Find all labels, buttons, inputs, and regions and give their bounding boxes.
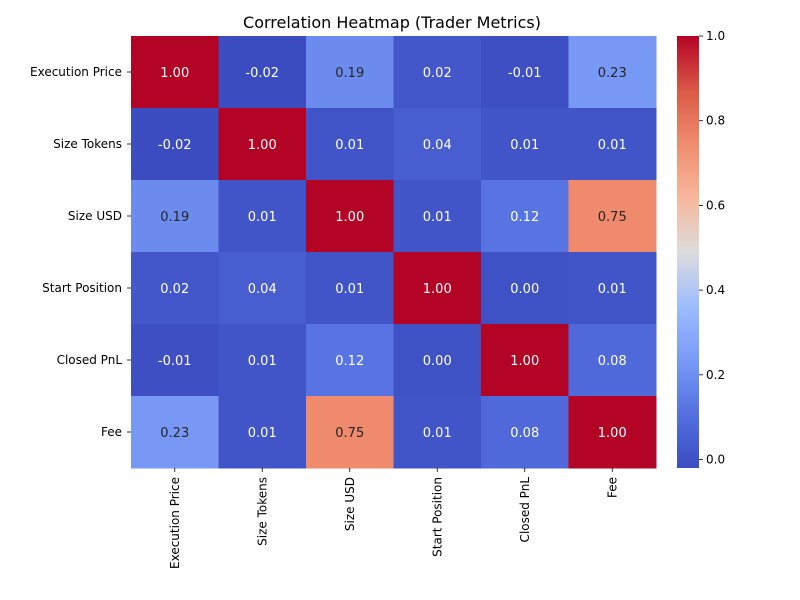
cell-value-label: 0.01 (335, 138, 364, 153)
cell-value-label: 0.12 (510, 210, 539, 225)
cell-value-label: 0.19 (160, 210, 189, 225)
cell-value-label: 0.02 (160, 282, 189, 297)
cell-value-label: -0.01 (508, 66, 542, 81)
y-tick-label: Fee (101, 425, 122, 439)
cell-value-label: 0.04 (423, 138, 452, 153)
cell-value-label: 0.01 (598, 282, 627, 297)
colorbar-tick-label: 1.0 (706, 29, 725, 43)
x-tick-label: Execution Price (168, 477, 182, 569)
cell-value-label: 1.00 (423, 282, 452, 297)
cell-value-label: 0.19 (335, 66, 364, 81)
cell-value-label: 0.01 (335, 282, 364, 297)
cell-value-label: 0.08 (598, 354, 627, 369)
colorbar-gradient (677, 36, 699, 468)
cell-value-label: 1.00 (598, 426, 627, 441)
cell-value-label: 1.00 (248, 138, 277, 153)
y-tick-label: Execution Price (30, 65, 122, 79)
heatmap-cells: 1.00 -0.02 0.19 0.02 -0.01 0.23 -0.02 1.00 0.01 0… (131, 36, 657, 469)
colorbar-tick-label: 0.8 (706, 114, 725, 128)
x-tick-label: Size USD (343, 477, 357, 531)
x-tick-label: Closed PnL (518, 477, 532, 543)
cell-value-label: 0.23 (160, 426, 189, 441)
cell-value-label: 0.04 (248, 282, 277, 297)
cell-value-label: 0.75 (598, 210, 627, 225)
cell-value-label: 0.01 (423, 210, 452, 225)
cell-value-label: -0.01 (158, 354, 192, 369)
cell-value-label: 1.00 (160, 66, 189, 81)
x-tick-label: Start Position (430, 477, 444, 557)
cell-value-label: 0.02 (423, 66, 452, 81)
cell-value-label: 0.01 (423, 426, 452, 441)
y-tick-label: Size Tokens (53, 137, 122, 151)
cell-value-label: 1.00 (335, 210, 364, 225)
cell-value-label: 0.00 (423, 354, 452, 369)
x-tick-label: Fee (605, 477, 619, 498)
cell-value-label: -0.02 (245, 66, 279, 81)
cell-value-label: 0.01 (248, 354, 277, 369)
colorbar-tick-label: 0.2 (706, 368, 725, 382)
colorbar-tick-label: 0.6 (706, 198, 725, 212)
cell-value-label: 0.08 (510, 426, 539, 441)
cell-value-label: 0.01 (598, 138, 627, 153)
cell-value-label: 0.01 (248, 426, 277, 441)
chart-title: Correlation Heatmap (Trader Metrics) (243, 13, 541, 32)
cell-value-label: 0.23 (598, 66, 627, 81)
cell-value-label: 0.01 (248, 210, 277, 225)
cell-value-label: 0.00 (510, 282, 539, 297)
cell-value-label: -0.02 (158, 138, 192, 153)
cell-value-label: 1.00 (510, 354, 539, 369)
y-tick-labels: Execution Price Size Tokens Size USD Start … (30, 65, 131, 439)
colorbar-tick-label: 0.4 (706, 283, 725, 297)
y-tick-label: Start Position (42, 281, 122, 295)
y-tick-label: Size USD (68, 209, 122, 223)
colorbar-tick-label: 0.0 (706, 453, 725, 467)
cell-value-label: 0.75 (335, 426, 364, 441)
cell-value-label: 0.01 (510, 138, 539, 153)
x-tick-label: Size Tokens (255, 477, 269, 546)
y-tick-label: Closed PnL (57, 353, 123, 367)
cell-value-label: 0.12 (335, 354, 364, 369)
x-tick-labels: Execution Price Size Tokens Size USD Start … (168, 468, 620, 569)
colorbar: 0.0 0.2 0.4 0.6 0.8 1.0 (677, 29, 725, 468)
